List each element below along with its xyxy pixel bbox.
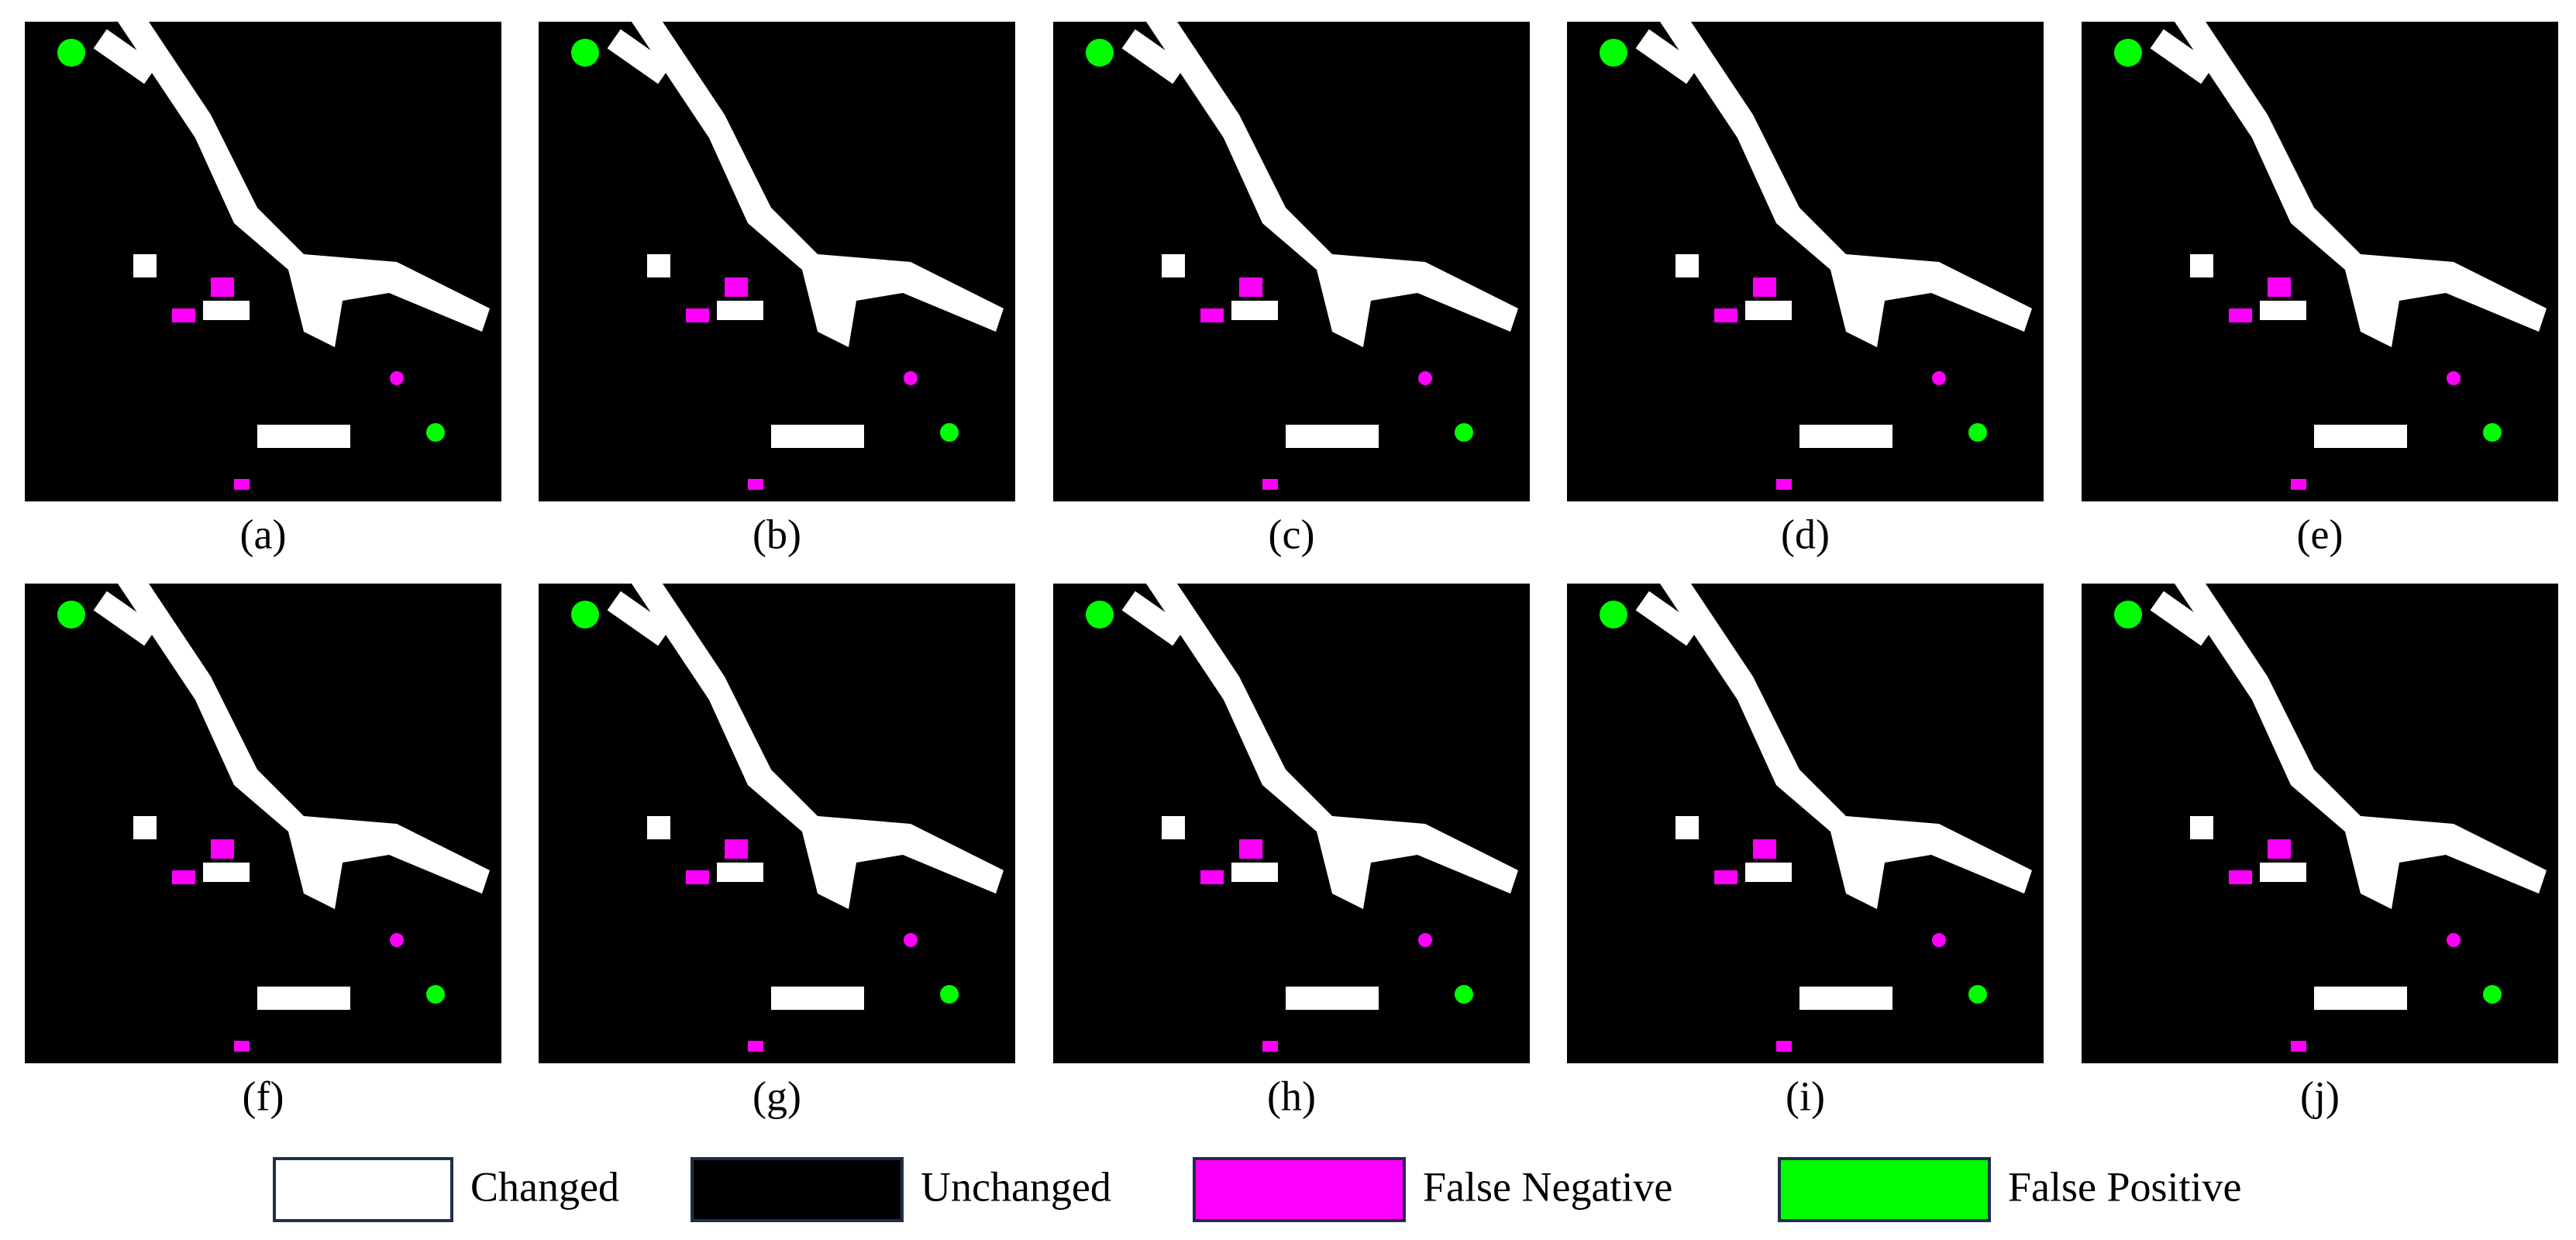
map-image bbox=[1053, 22, 1530, 501]
map-panel bbox=[539, 22, 1015, 501]
map-panel bbox=[1567, 584, 2044, 1063]
panel-caption: (f) bbox=[243, 1073, 284, 1119]
map-panel bbox=[25, 22, 501, 501]
map-image bbox=[1567, 584, 2044, 1063]
panel-caption: (i) bbox=[1786, 1073, 1825, 1119]
panel-caption: (h) bbox=[1267, 1073, 1316, 1119]
panel-caption: (e) bbox=[2297, 511, 2344, 557]
map-image bbox=[539, 22, 1015, 501]
panel-caption: (b) bbox=[752, 511, 801, 557]
legend-label: False Positive bbox=[2008, 1163, 2242, 1210]
map-panel bbox=[539, 584, 1015, 1063]
panel-caption: (j) bbox=[2300, 1073, 2340, 1119]
map-image bbox=[2082, 584, 2558, 1063]
map-panel bbox=[2082, 584, 2558, 1063]
panel-caption: (a) bbox=[240, 511, 287, 557]
legend-swatch bbox=[273, 1157, 453, 1222]
legend-label: Unchanged bbox=[921, 1163, 1111, 1210]
map-panel bbox=[1053, 584, 1530, 1063]
map-image bbox=[1053, 584, 1530, 1063]
map-image bbox=[25, 584, 501, 1063]
panel-caption: (c) bbox=[1269, 511, 1315, 557]
legend-label: Changed bbox=[470, 1163, 619, 1210]
legend-swatch bbox=[690, 1157, 904, 1222]
legend-label: False Negative bbox=[1423, 1163, 1672, 1210]
map-image bbox=[25, 22, 501, 501]
map-panel bbox=[2082, 22, 2558, 501]
map-image bbox=[2082, 22, 2558, 501]
panel-caption: (g) bbox=[752, 1073, 801, 1119]
map-image bbox=[539, 584, 1015, 1063]
map-panel bbox=[1053, 22, 1530, 501]
legend-swatch bbox=[1778, 1157, 1991, 1222]
map-panel bbox=[1567, 22, 2044, 501]
legend-swatch bbox=[1193, 1157, 1406, 1222]
map-panel bbox=[25, 584, 501, 1063]
panel-caption: (d) bbox=[1781, 511, 1830, 557]
map-image bbox=[1567, 22, 2044, 501]
